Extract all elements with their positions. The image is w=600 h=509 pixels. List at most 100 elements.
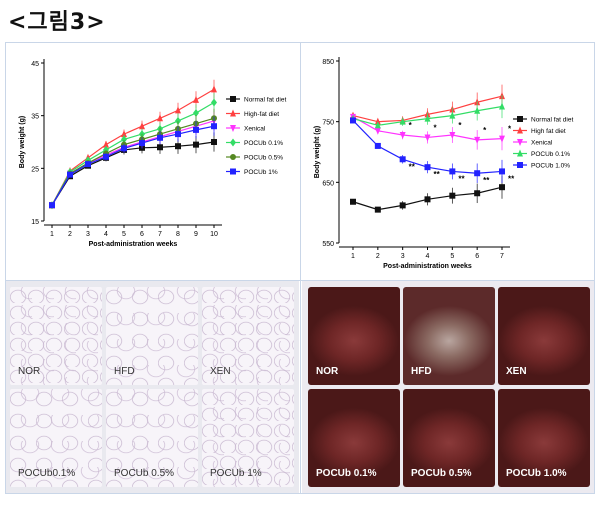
data-point [211, 85, 217, 93]
data-point [449, 111, 456, 119]
x-tick-label: 5 [122, 231, 126, 238]
y-tick-label: 850 [322, 59, 334, 66]
x-axis-label: Post-administration weeks [383, 263, 472, 270]
data-point [157, 134, 163, 141]
data-point [157, 114, 163, 122]
x-tick-label: 9 [194, 231, 198, 238]
x-tick-label: 6 [140, 231, 144, 238]
significance-marker: * [483, 126, 487, 135]
gross-image-pocub-0-1: POCUb 0.1% [308, 389, 400, 487]
x-tick-label: 7 [158, 231, 162, 238]
series-line [51, 117, 215, 206]
data-point [193, 126, 199, 133]
figure-title: <그림3> [8, 10, 106, 35]
x-tick-label: 7 [500, 253, 504, 260]
y-tick-label: 15 [31, 219, 39, 226]
significance-marker: ** [434, 170, 441, 179]
data-point [424, 134, 431, 142]
x-tick-label: 6 [475, 253, 479, 260]
data-point [449, 168, 456, 175]
series-line [51, 101, 215, 206]
legend-marker [517, 149, 523, 157]
chart-mice-body-weight: 15 25 35 45 1 2 3 4 5 6 7 8 9 10 Post-administration w… [6, 43, 300, 279]
data-point [139, 122, 145, 130]
data-point [399, 202, 406, 209]
data-point [67, 171, 73, 178]
x-tick-label: 5 [450, 253, 454, 260]
legend-label: POCUb 1.0% [531, 163, 570, 170]
x-axis-label: Post-administration weeks [89, 241, 178, 248]
y-tick-label: 35 [31, 114, 39, 121]
data-point [350, 117, 356, 124]
x-tick-label: 3 [86, 231, 90, 238]
data-point [103, 140, 109, 148]
x-tick-label: 2 [376, 253, 380, 260]
legend-label: Xenical [531, 140, 553, 147]
data-point [499, 184, 505, 191]
gross-image-xen: XEN [498, 287, 590, 385]
data-point [449, 192, 456, 199]
data-point [499, 135, 505, 143]
significance-marker: ** [409, 162, 416, 171]
x-tick-label: 10 [210, 231, 218, 238]
legend-marker [230, 154, 236, 160]
data-point [211, 139, 217, 145]
histology-label-pocub-1: POCUb 1% [210, 468, 262, 479]
horizontal-divider [5, 280, 595, 281]
data-point [474, 106, 481, 114]
gross-image-nor: NOR [308, 287, 400, 385]
legend-label: High-fat diet [244, 111, 279, 118]
gross-label-pocub-1-0: POCUb 1.0% [506, 468, 567, 479]
histology-image-hfd: HFD [106, 287, 198, 385]
x-tick-label: 4 [426, 253, 430, 260]
histology-label-xen: XEN [210, 366, 231, 377]
data-point [193, 141, 199, 148]
legend-marker [517, 139, 523, 146]
legend-label: Normal fat diet [244, 97, 286, 104]
significance-marker: ** [483, 176, 490, 185]
data-point [424, 196, 431, 203]
histology-image-pocub-0-1: POCUb0.1% [10, 389, 102, 487]
y-axis-label: Body weight (g) [314, 126, 321, 179]
data-point [157, 144, 163, 151]
histology-image-pocub-0-5: POCUb 0.5% [106, 389, 198, 487]
y-tick-label: 750 [322, 120, 334, 127]
data-point [121, 130, 127, 138]
data-point [374, 206, 381, 213]
histology-label-hfd: HFD [114, 366, 135, 377]
data-point [175, 143, 181, 150]
x-tick-label: 3 [401, 253, 405, 260]
data-point [211, 123, 217, 130]
data-point [175, 131, 181, 138]
data-point [193, 109, 199, 118]
data-point [175, 116, 181, 125]
data-point [424, 164, 431, 171]
data-point [499, 168, 505, 175]
series-line [51, 141, 215, 206]
x-tick-label: 8 [176, 231, 180, 238]
histology-image-pocub-1: POCUb 1% [202, 389, 294, 487]
legend-label: POCUb 0.5% [244, 155, 283, 162]
gross-liver-panel: NOR HFD XEN POCUb 0.1% POCUb 0.5% POCUb … [302, 281, 594, 493]
y-tick-label: 550 [322, 241, 334, 248]
legend-label: Xenical [244, 126, 266, 133]
gross-label-xen: XEN [506, 366, 527, 377]
gross-image-pocub-1-0: POCUb 1.0% [498, 389, 590, 487]
data-point [85, 161, 91, 168]
gross-label-hfd: HFD [411, 366, 432, 377]
data-point [449, 132, 456, 140]
legend-label: POCUb 0.1% [531, 151, 570, 158]
significance-marker: * [458, 121, 462, 130]
legend-label: High fat diet [531, 128, 566, 135]
significance-marker: ** [458, 174, 465, 183]
data-point [374, 142, 381, 149]
gross-label-pocub-0-5: POCUb 0.5% [411, 468, 472, 479]
data-point [374, 121, 381, 129]
data-point [474, 190, 481, 197]
data-point [175, 106, 181, 114]
series-line [51, 88, 215, 206]
data-point [399, 132, 406, 140]
data-point [103, 153, 109, 160]
x-tick-label: 4 [104, 231, 108, 238]
